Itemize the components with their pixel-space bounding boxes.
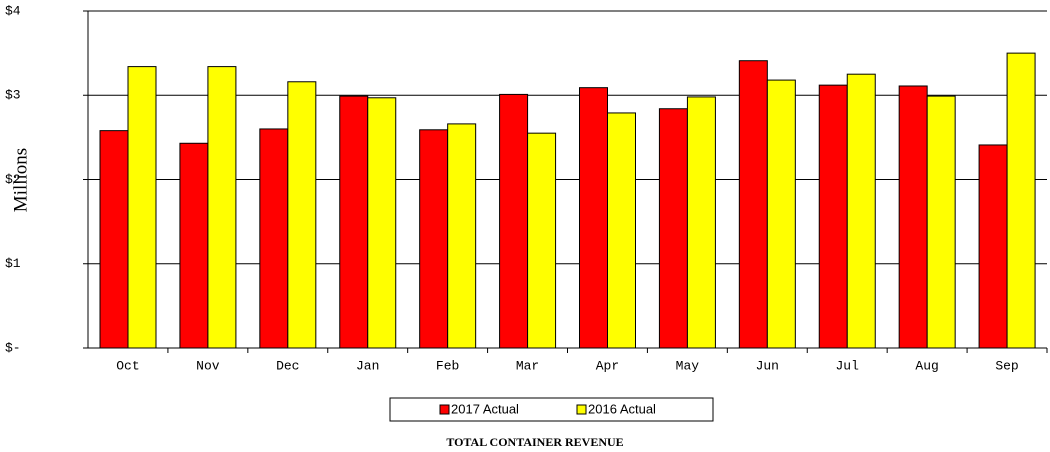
x-tick-label: Sep [995, 358, 1018, 373]
bar [339, 95, 369, 349]
bar [99, 130, 129, 349]
x-tick-label: Aug [915, 358, 938, 373]
legend-box [389, 397, 714, 422]
chart-title: TOTAL CONTAINER REVENUE [446, 435, 623, 449]
bar [579, 87, 608, 349]
bar [686, 96, 716, 349]
bar [259, 128, 289, 349]
bar [978, 144, 1008, 349]
x-tick-label: Jun [756, 358, 779, 373]
y-tick-label: $2 [5, 172, 21, 187]
x-tick-label: Jul [836, 358, 860, 373]
x-tick-label: Dec [276, 358, 299, 373]
bar [846, 73, 876, 349]
bar [179, 142, 209, 349]
bar [658, 108, 688, 349]
bar [127, 66, 157, 349]
legend-swatch [576, 404, 587, 415]
x-tick-label: Apr [596, 358, 619, 373]
bar [898, 85, 928, 349]
bar [419, 129, 449, 349]
legend-label: 2016 Actual [588, 401, 656, 416]
bar [926, 95, 956, 349]
y-tick-label: $- [5, 340, 21, 355]
y-tick-label: $1 [5, 256, 21, 271]
bar [499, 93, 529, 349]
legend-swatch [439, 404, 450, 415]
y-tick-label: $3 [5, 88, 21, 103]
x-tick-label: Nov [196, 358, 220, 373]
bar [527, 132, 557, 349]
bar [447, 123, 477, 349]
x-tick-label: May [676, 358, 700, 373]
bar [607, 112, 636, 349]
bar [367, 97, 397, 349]
x-tick-label: Jan [356, 358, 379, 373]
bar [818, 84, 848, 349]
y-tick-label: $4 [5, 3, 21, 18]
bar [287, 81, 317, 349]
bar [207, 66, 237, 349]
bar [1006, 52, 1036, 349]
y-axis-label: Millions [10, 148, 31, 212]
bar [766, 79, 796, 349]
legend-label: 2017 Actual [451, 401, 519, 416]
x-tick-label: Feb [436, 358, 459, 373]
x-tick-label: Mar [516, 358, 539, 373]
bar [738, 60, 768, 349]
x-tick-label: Oct [116, 358, 139, 373]
